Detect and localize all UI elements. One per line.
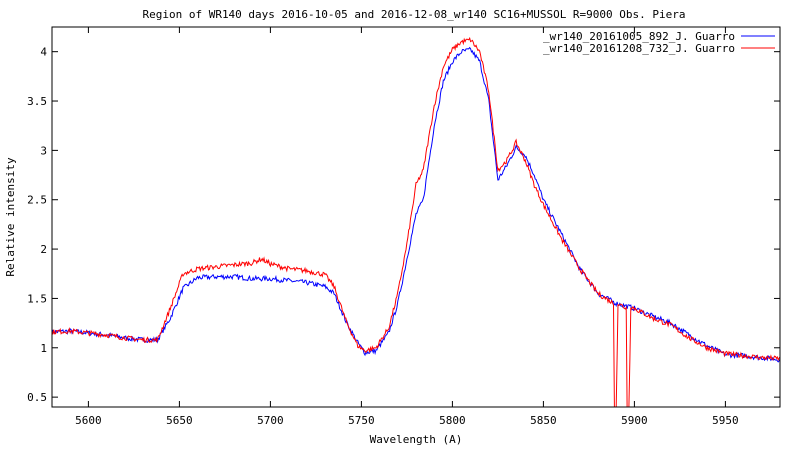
x-tick-label: 5800 — [439, 414, 466, 427]
x-tick-label: 5750 — [348, 414, 375, 427]
chart-title: Region of WR140 days 2016-10-05 and 2016… — [142, 8, 685, 21]
x-tick-label: 5950 — [712, 414, 739, 427]
series-line-1 — [51, 46, 781, 363]
y-tick-label: 3.5 — [27, 95, 47, 108]
plot-frame — [51, 26, 781, 408]
legend-label-2: _wr140_20161208_732_J. Guarro — [543, 42, 735, 55]
y-tick-label: 3 — [40, 144, 47, 157]
y-tick-label: 0.5 — [27, 391, 47, 404]
x-axis-label: Wavelength (A) — [370, 433, 463, 446]
y-tick-label: 2.5 — [27, 194, 47, 207]
x-tick-label: 5850 — [530, 414, 557, 427]
y-tick-label: 1.5 — [27, 292, 47, 305]
legend: _wr140_20161005_892_J. Guarro_wr140_2016… — [543, 30, 775, 55]
series-line-2 — [51, 36, 781, 408]
y-tick-label: 2 — [40, 243, 47, 256]
y-axis-label: Relative intensity — [4, 157, 17, 277]
series-layer — [51, 36, 781, 408]
y-tick-label: 1 — [40, 342, 47, 355]
x-tick-label: 5900 — [621, 414, 648, 427]
x-tick-label: 5650 — [166, 414, 193, 427]
y-tick-label: 4 — [40, 46, 47, 59]
x-tick-label: 5600 — [75, 414, 102, 427]
legend-label-1: _wr140_20161005_892_J. Guarro — [543, 30, 735, 43]
ticks-layer: 5600 5650 5700 5750 5800 5850 5900 5950 0.5 1 1.5 2… — [27, 27, 780, 427]
x-tick-label: 5700 — [257, 414, 284, 427]
